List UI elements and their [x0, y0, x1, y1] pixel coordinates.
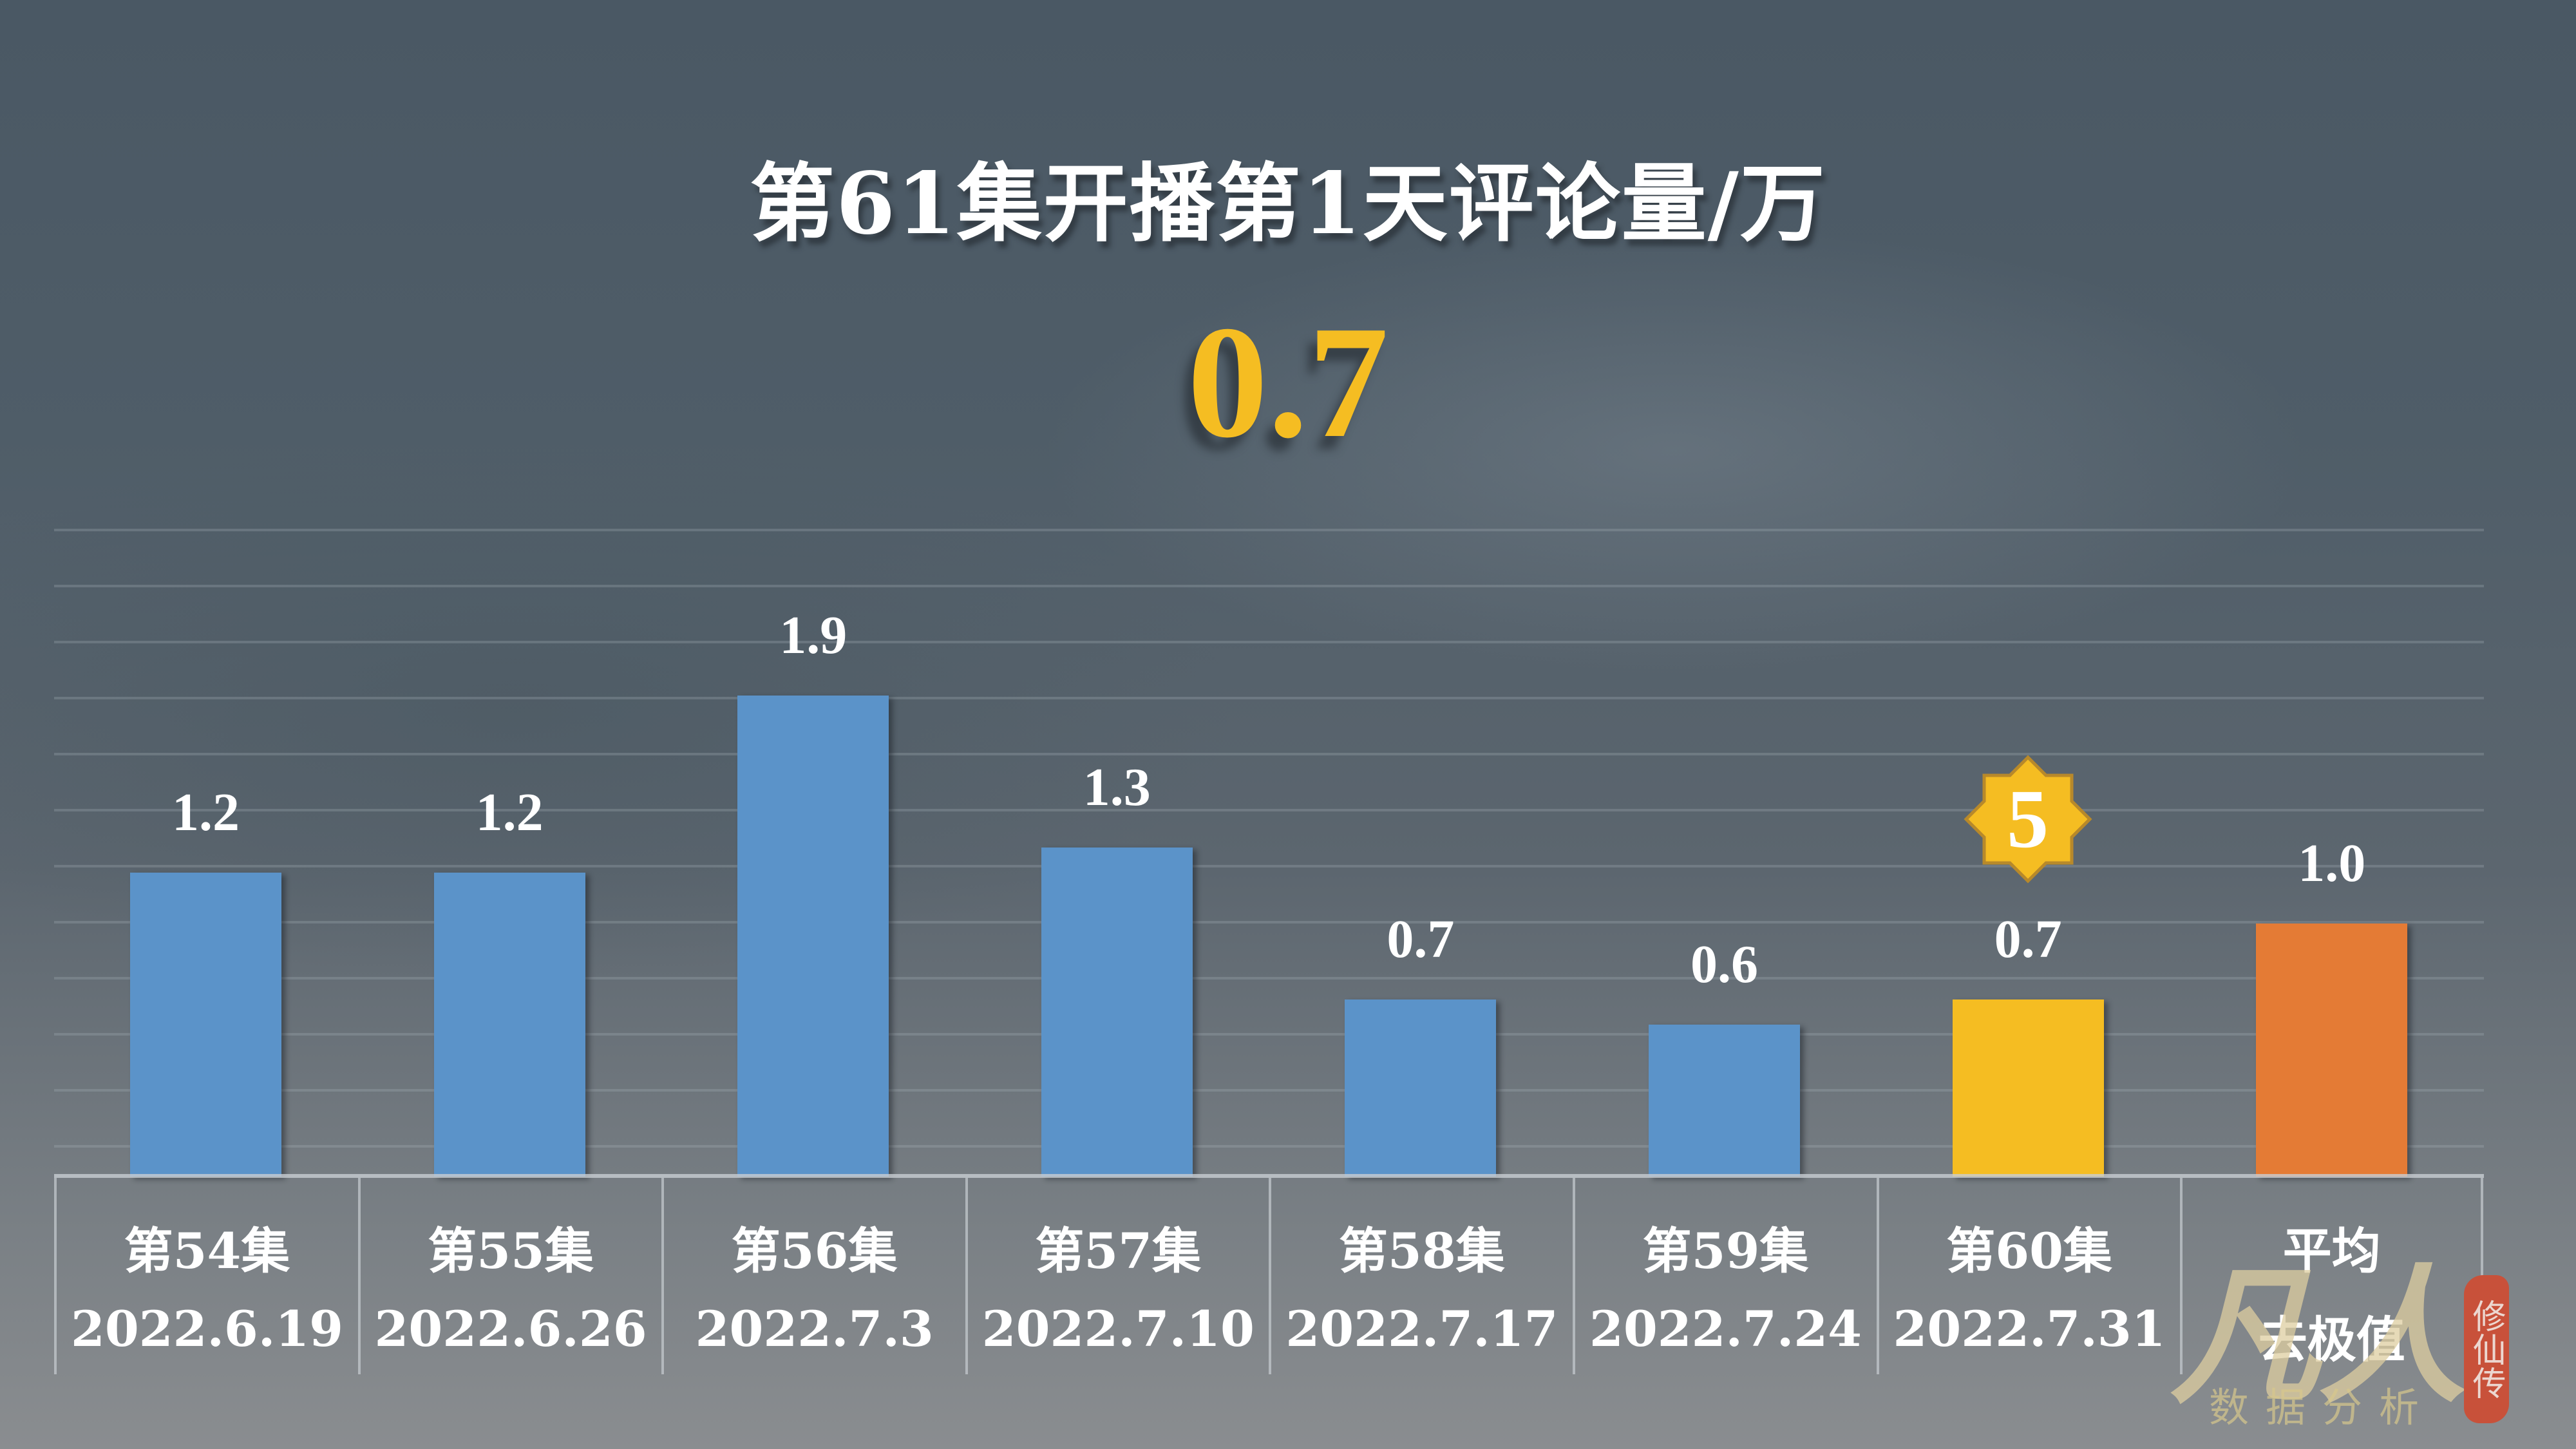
gridline [54, 809, 2484, 811]
category-cell: 第56集 2022.7.3 [661, 1178, 965, 1374]
bar-column: 1.2 [54, 502, 357, 1177]
bar-column: 1.3 [965, 502, 1269, 1177]
episode-label: 第59集 [1642, 1222, 1809, 1280]
category-cell: 第58集 2022.7.17 [1269, 1178, 1572, 1374]
episode-label: 第60集 [1946, 1222, 2112, 1280]
gridline [54, 1145, 2484, 1148]
gridline [54, 921, 2484, 923]
bar-column: 1.2 [358, 502, 661, 1177]
gridline [54, 865, 2484, 867]
episode-label: 第56集 [731, 1222, 898, 1280]
episode-label: 第57集 [1035, 1222, 1202, 1280]
gridline [54, 641, 2484, 643]
bar-value-label: 0.6 [1690, 934, 1758, 994]
category-cell: 第54集 2022.6.19 [54, 1178, 357, 1374]
bar[interactable] [737, 696, 889, 1177]
bar-value-label: 1.9 [779, 605, 848, 665]
bar-column: 1.9 [661, 502, 965, 1177]
date-label: 2022.7.31 [1893, 1300, 2166, 1358]
logo-subtitle: 数据分析 [2209, 1384, 2436, 1431]
gridline [54, 1089, 2484, 1092]
category-cell: 第57集 2022.7.10 [965, 1178, 1269, 1374]
badge-number: 5 [2007, 773, 2049, 866]
category-table: 第54集 2022.6.19 第55集 2022.6.26 第56集 2022.7.3 第5… [54, 1174, 2484, 1374]
bar-value-label: 0.7 [1387, 909, 1455, 969]
bar-column: 0.6 [1573, 502, 1876, 1177]
bar-value-label: 1.2 [475, 782, 544, 842]
bar-column: 0.7 5 [1877, 502, 2180, 1177]
gridline [54, 753, 2484, 755]
gridline [54, 529, 2484, 531]
gridline [54, 977, 2484, 980]
date-label: 去极值 [2258, 1311, 2405, 1368]
chart-title: 第61集开播第1天评论量/万 [750, 154, 1826, 254]
bar[interactable] [2256, 923, 2408, 1177]
star-badge-icon [1964, 755, 2092, 884]
bar[interactable] [433, 873, 585, 1177]
plot-area: 1.2 1.2 1.9 1.3 0.7 0.6 0.7 5 1.0 [54, 502, 2484, 1177]
bar[interactable] [1041, 848, 1193, 1177]
episode-label: 第54集 [124, 1222, 290, 1280]
bar-value-label: 1.2 [172, 782, 240, 842]
bar-column: 1.0 [2180, 502, 2483, 1177]
bar[interactable] [1345, 999, 1497, 1177]
rank-badge: 5 [1964, 755, 2092, 884]
bar-value-label: 0.7 [1994, 909, 2062, 969]
gridline [54, 1033, 2484, 1036]
category-cell: 第55集 2022.6.26 [357, 1178, 661, 1374]
gridline [54, 697, 2484, 699]
bar[interactable] [1952, 999, 2104, 1177]
date-label: 2022.7.17 [1285, 1300, 1558, 1358]
date-label: 2022.7.10 [981, 1300, 1255, 1358]
episode-label: 第58集 [1339, 1222, 1505, 1280]
category-cell: 第60集 2022.7.31 [1876, 1178, 2180, 1374]
category-cell: 平均 去极值 [2180, 1178, 2484, 1374]
category-cell: 第59集 2022.7.24 [1573, 1178, 1876, 1374]
bar[interactable] [1649, 1025, 1800, 1177]
date-label: 2022.7.24 [1589, 1300, 1862, 1358]
bar-value-label: 1.0 [2298, 833, 2366, 893]
date-label: 2022.6.26 [374, 1300, 647, 1358]
bar-value-label: 1.3 [1083, 757, 1151, 817]
date-label: 2022.6.19 [70, 1300, 344, 1358]
episode-label: 第55集 [428, 1222, 594, 1280]
gridline [54, 585, 2484, 587]
date-label: 2022.7.3 [695, 1300, 934, 1358]
headline-value: 0.7 [1187, 293, 1389, 471]
bar[interactable] [130, 873, 281, 1177]
episode-label: 平均 [2282, 1222, 2381, 1280]
bar-column: 0.7 [1269, 502, 1572, 1177]
